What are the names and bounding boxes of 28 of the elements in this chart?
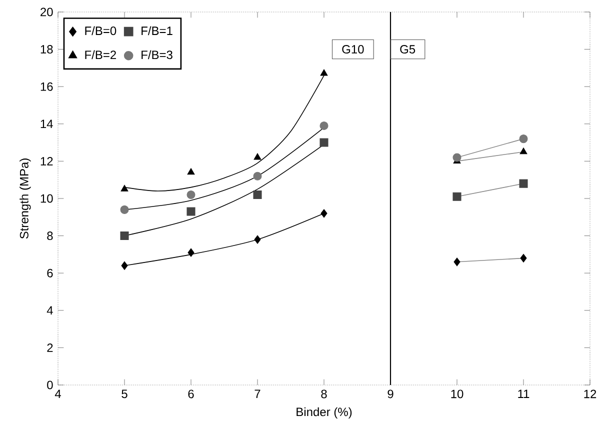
legend-label: F/B=3 — [142, 50, 172, 60]
y-tick-label: 16 — [40, 82, 53, 91]
y-tick-label: 0 — [47, 380, 53, 390]
y-tick-label: 8 — [47, 232, 53, 240]
y-tick-label: 20 — [40, 8, 53, 16]
x-tick-label: 10 — [451, 390, 464, 398]
x-tick-label: 11 — [518, 390, 530, 398]
y-tick-label: 14 — [40, 120, 53, 128]
x-tick-label: 8 — [321, 390, 327, 398]
x-tick-label: 4 — [54, 390, 61, 398]
y-tick-label: 4 — [46, 306, 53, 315]
y-axis-title: Strength (MPa) — [20, 158, 31, 239]
x-tick-label: 7 — [254, 390, 260, 398]
y-tick-label: 18 — [40, 45, 53, 54]
y-tick-label: 12 — [40, 156, 53, 166]
annotation: G5 — [400, 45, 416, 54]
y-tick-label: 2 — [47, 343, 53, 352]
legend-label: F/B=2 — [85, 50, 116, 60]
legend-label: F/B=1 — [142, 26, 172, 36]
x-tick-label: 9 — [388, 390, 394, 398]
x-tick-label: 12 — [584, 390, 596, 398]
annotation: G10 — [342, 45, 364, 54]
x-tick-label: 5 — [122, 390, 128, 398]
x-tick-label: 6 — [188, 390, 194, 398]
legend-label: F/B=0 — [85, 26, 116, 36]
y-tick-label: 10 — [40, 194, 53, 203]
y-tick-label: 6 — [47, 268, 53, 278]
x-axis-title: Binder (%) — [296, 407, 352, 419]
